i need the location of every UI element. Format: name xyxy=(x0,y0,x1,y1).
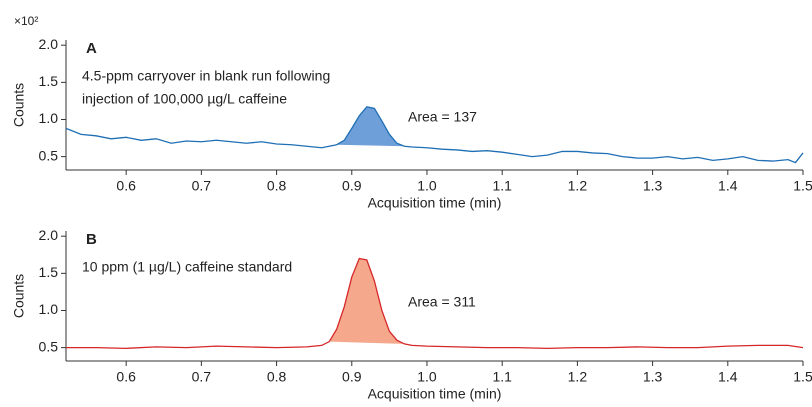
y-tick-label: 2.0 xyxy=(39,36,59,52)
panel-label: B xyxy=(86,231,97,248)
y-tick-label: 0.5 xyxy=(39,338,59,354)
annotation: 10 ppm (1 µg/L) caffeine standard xyxy=(82,259,292,275)
y-tick-label: 1.0 xyxy=(39,110,59,126)
x-tick-label: 0.8 xyxy=(267,369,287,385)
x-tick-label: 0.7 xyxy=(192,369,212,385)
x-tick-label: 1.4 xyxy=(718,369,738,385)
x-tick-label: 1.2 xyxy=(568,178,588,194)
y-tick-label: 0.5 xyxy=(39,147,59,163)
x-tick-label: 1.1 xyxy=(492,178,512,194)
y-axis-title: Counts xyxy=(11,274,27,318)
line xyxy=(66,257,804,350)
y-tick-label: 1.5 xyxy=(39,264,59,280)
annotation: 4.5-ppm carryover in blank run following xyxy=(82,68,330,84)
x-axis-title: Acquisition time (min) xyxy=(368,386,502,402)
x-tick-label: 1.3 xyxy=(643,369,663,385)
line xyxy=(65,106,804,164)
y-axis-title: Counts xyxy=(11,83,27,127)
x-tick-label: 1.4 xyxy=(718,178,738,194)
x-tick-label: 1.1 xyxy=(492,369,512,385)
y-tick-label: 1.0 xyxy=(39,301,59,317)
x-tick-label: 1.5 xyxy=(793,369,812,385)
x-tick-label: 0.9 xyxy=(342,178,362,194)
y-multiplier: ×10² xyxy=(14,14,38,28)
x-tick-label: 0.6 xyxy=(116,369,136,385)
x-tick-label: 1.0 xyxy=(417,369,437,385)
peak-area xyxy=(329,258,405,344)
area-label: Area = 137 xyxy=(408,109,477,125)
panel-label: A xyxy=(86,40,97,57)
x-tick-label: 0.6 xyxy=(116,178,136,194)
x-tick-label: 0.7 xyxy=(192,178,212,194)
x-tick-label: 1.0 xyxy=(417,178,437,194)
x-tick-label: 0.9 xyxy=(342,369,362,385)
x-tick-label: 1.5 xyxy=(793,178,812,194)
x-tick-label: 0.8 xyxy=(267,178,287,194)
x-axis-title: Acquisition time (min) xyxy=(368,195,502,211)
y-tick-label: 1.5 xyxy=(39,73,59,89)
area-label: Area = 311 xyxy=(408,294,476,310)
x-tick-label: 1.2 xyxy=(568,369,588,385)
x-tick-label: 1.3 xyxy=(643,178,663,194)
y-tick-label: 2.0 xyxy=(39,227,59,243)
annotation: injection of 100,000 µg/L caffeine xyxy=(82,91,287,107)
peak-area xyxy=(336,106,405,147)
